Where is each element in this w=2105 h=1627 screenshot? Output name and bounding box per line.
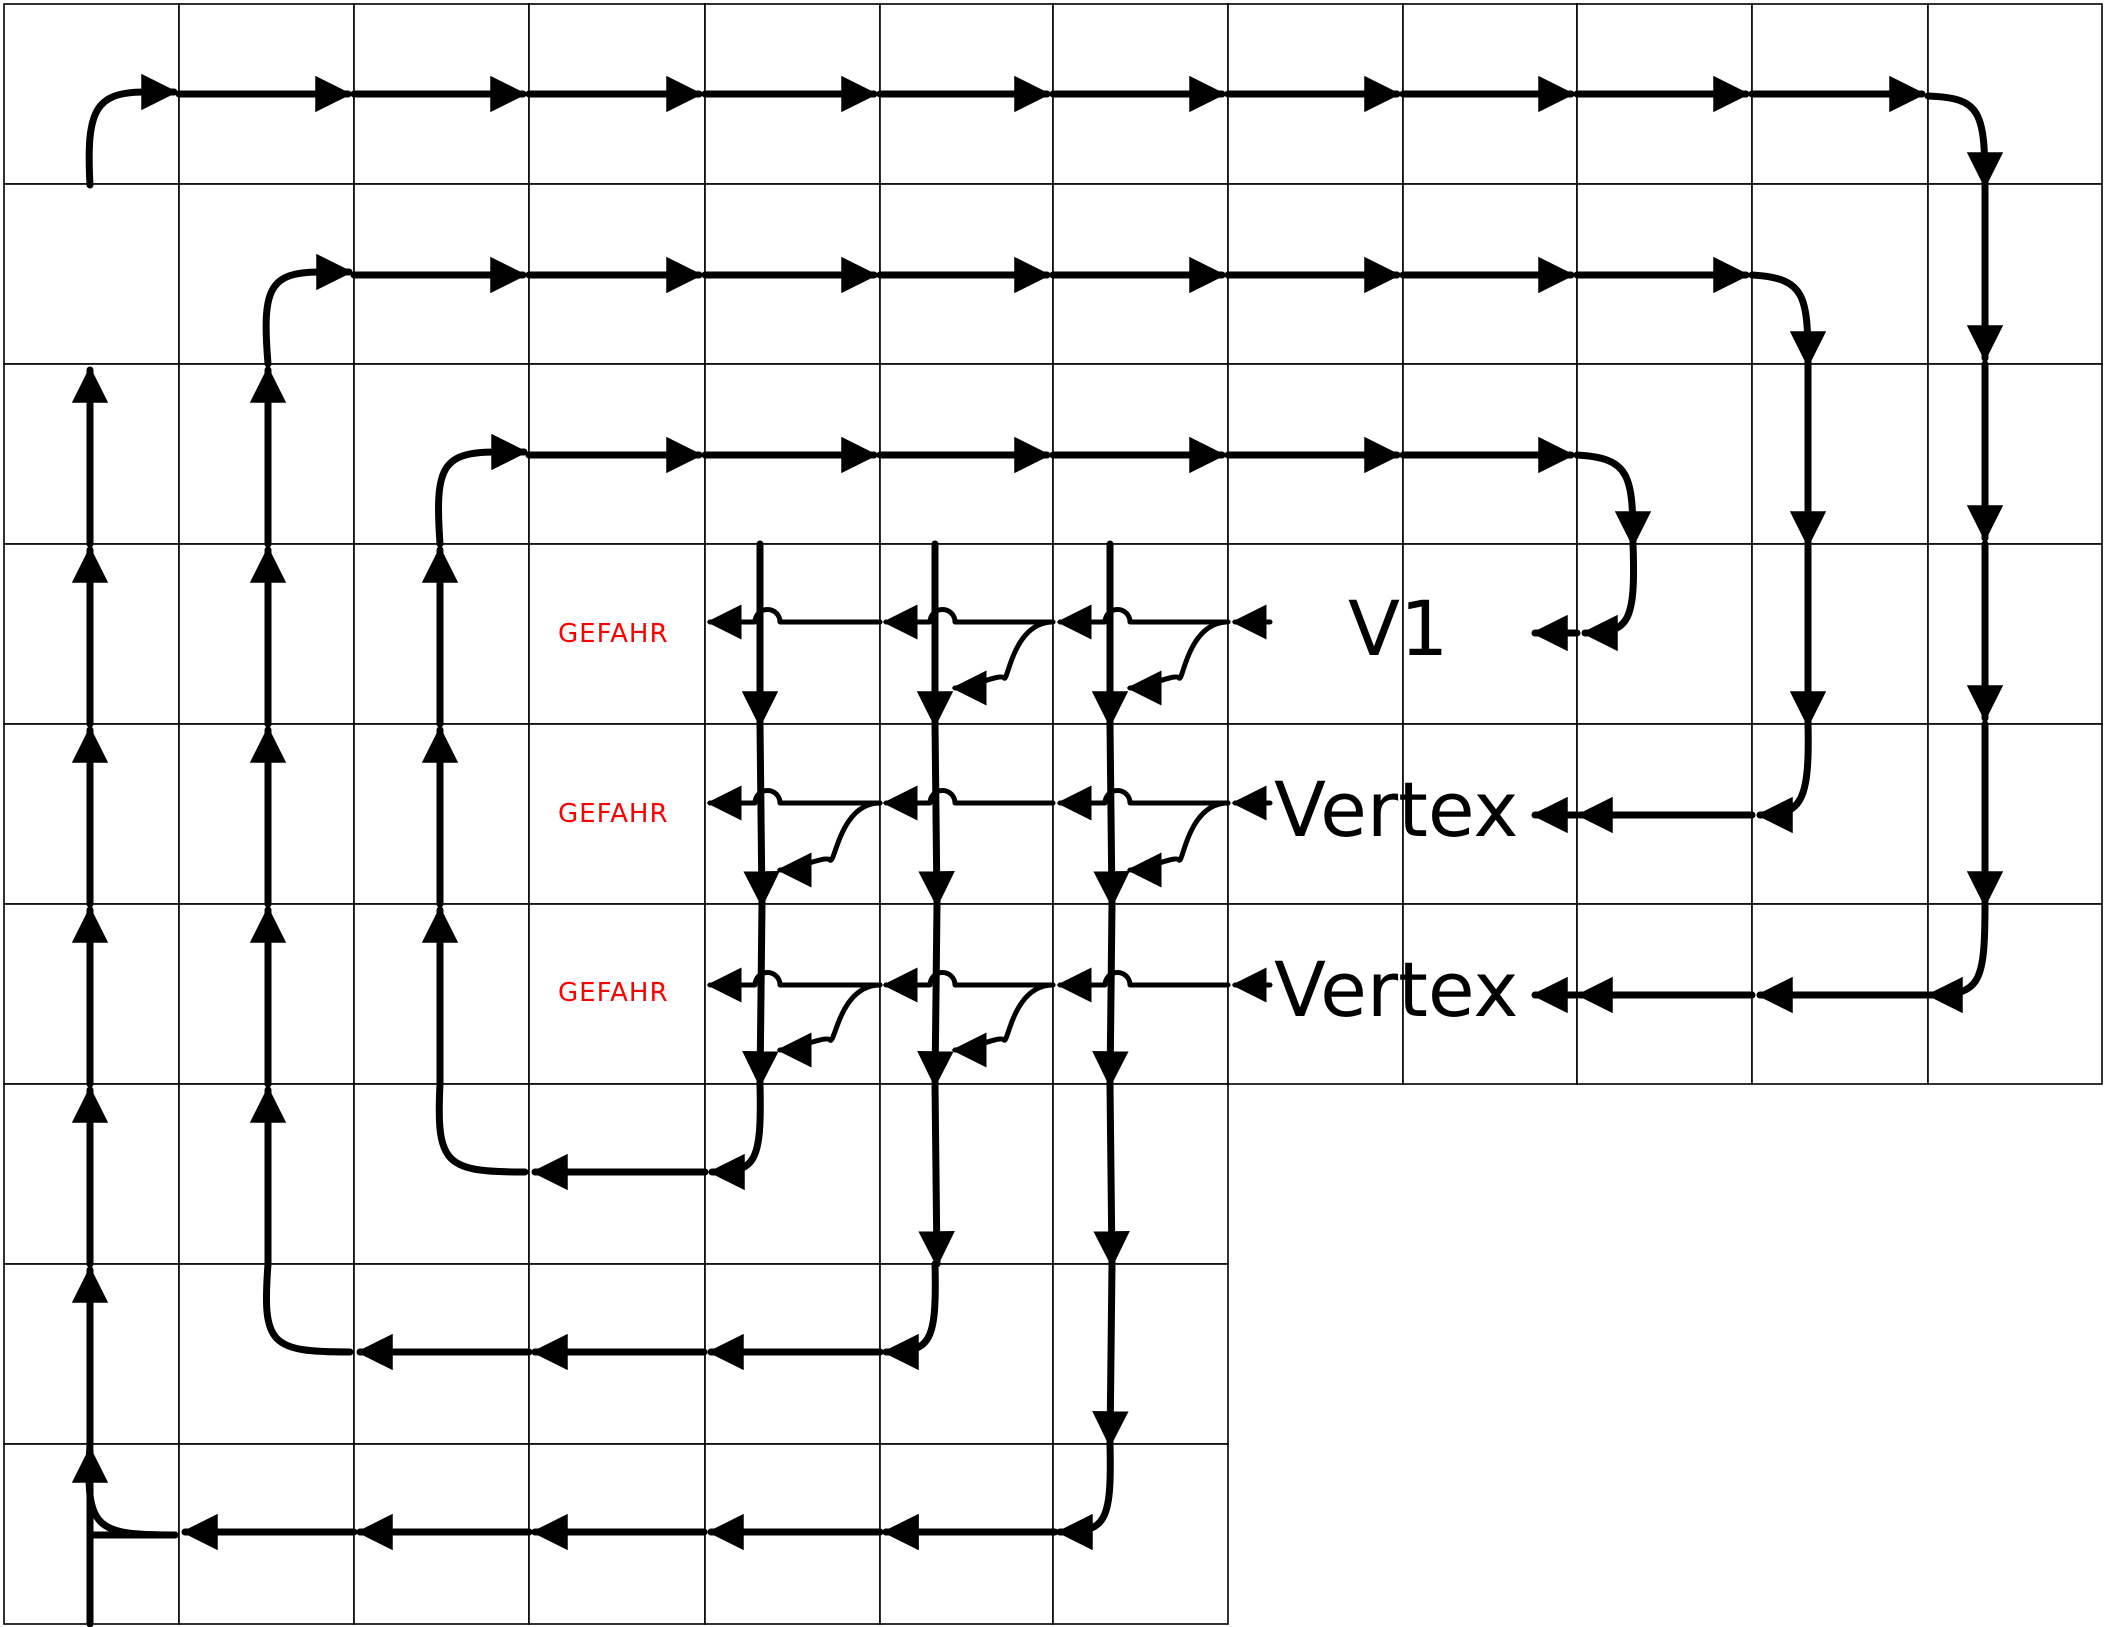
grid-cell <box>1052 1083 1229 1265</box>
grid-cell <box>1227 723 1404 905</box>
flow-arrow <box>1093 1080 1130 1268</box>
flow-arrow <box>882 1260 939 1371</box>
grid-cell <box>1751 363 1929 545</box>
flow-arrow <box>1092 1260 1129 1448</box>
flow-arrow <box>1093 720 1130 908</box>
flow-arrow <box>742 900 779 1088</box>
flow-arrow <box>1924 92 2004 189</box>
flow-arrow <box>1056 785 1231 821</box>
labels: V1 Vertex Vertex GEFAHR GEFAHR GEFAHR <box>558 584 1518 1034</box>
grid-cells <box>3 3 2103 1625</box>
grid-cell <box>879 1083 1054 1265</box>
flow-arrow <box>1756 720 1812 834</box>
flow-arrow <box>708 1080 764 1191</box>
label-gefahr-3: GEFAHR <box>558 978 669 1008</box>
flow-arrow <box>917 900 954 1088</box>
flow-arrow <box>776 800 883 888</box>
flow-arrow <box>262 253 353 368</box>
flow-arrow <box>743 720 780 908</box>
flow-arrow <box>1926 900 1989 1014</box>
grid-cell <box>1052 903 1229 1085</box>
grid-cell <box>3 183 180 365</box>
grid-cell <box>1927 543 2103 725</box>
flow-arrow <box>1748 271 1827 368</box>
flow-arrow <box>1581 540 1638 652</box>
label-v1: V1 <box>1348 584 1448 673</box>
flow-arrow <box>1056 604 1231 640</box>
grid-cell <box>528 543 706 725</box>
grid-cell <box>528 903 706 1085</box>
grid-cell <box>879 723 1054 905</box>
flow-arrows <box>71 73 2004 1627</box>
flow-arrow <box>706 967 883 1003</box>
flow-arrow <box>882 967 1056 1003</box>
flow-arrow <box>435 1080 529 1176</box>
flow-arrow <box>1126 619 1231 706</box>
grid-cell <box>1751 183 1929 365</box>
label-vertex-2: Vertex <box>1274 945 1518 1034</box>
flow-arrow <box>1126 800 1231 888</box>
flow-arrow <box>1092 900 1129 1088</box>
flow-arrow <box>435 433 528 548</box>
flow-arrow <box>918 720 955 908</box>
flow-arrow <box>951 982 1056 1068</box>
flow-arrow <box>918 1080 955 1268</box>
grid-cell <box>704 543 881 725</box>
flow-arrow <box>882 604 1056 640</box>
label-gefahr-2: GEFAHR <box>558 799 669 829</box>
grid-cell <box>1052 1263 1229 1445</box>
flow-arrow <box>1056 967 1231 1003</box>
flow-arrow <box>706 604 883 640</box>
grid-cell <box>1576 363 1753 545</box>
flow-arrow <box>706 785 883 821</box>
flow-arrow <box>1056 1440 1114 1551</box>
grid-cell <box>1927 183 2103 365</box>
grid-cell <box>1751 543 1929 725</box>
grid-cell <box>1927 3 2103 185</box>
flow-arrow <box>262 1260 354 1356</box>
flow-arrow <box>85 73 178 189</box>
flow-arrow <box>1573 451 1652 548</box>
label-gefahr-1: GEFAHR <box>558 619 669 649</box>
flow-arrow <box>882 785 1056 821</box>
flow-arrow <box>951 619 1056 706</box>
grid-cell <box>1927 363 2103 545</box>
label-vertex-1: Vertex <box>1274 765 1518 854</box>
flow-arrow <box>776 982 883 1068</box>
grid-cell <box>1927 723 2103 905</box>
